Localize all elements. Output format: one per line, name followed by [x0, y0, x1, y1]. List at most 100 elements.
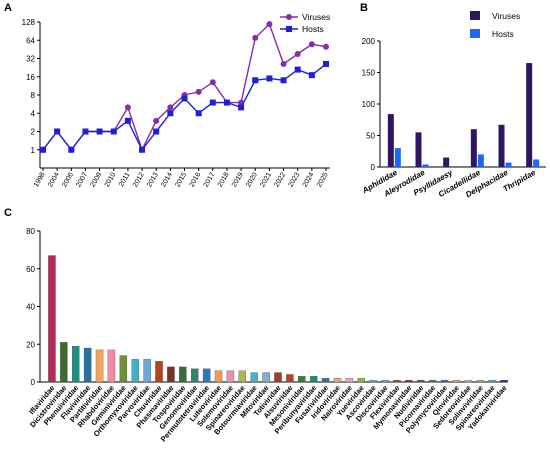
bar [48, 255, 56, 383]
bar [202, 368, 211, 383]
y-tick-label: 100 [362, 100, 376, 109]
bar [476, 379, 484, 383]
bar [131, 359, 139, 383]
point-hosts [209, 99, 216, 106]
bar [488, 379, 496, 383]
point-hosts [266, 75, 273, 82]
x-tick-label: 1998 [33, 171, 47, 188]
point-hosts [110, 128, 117, 135]
point-hosts [82, 128, 89, 135]
bar-hosts [533, 159, 540, 167]
x-tick-label: 2024 [302, 171, 316, 188]
bar [405, 379, 413, 383]
x-tick-label: 2017 [203, 171, 217, 188]
bar [452, 379, 461, 383]
point-viruses [195, 88, 202, 95]
x-tick-label: 2025 [316, 171, 330, 188]
bar [238, 370, 247, 383]
legend-label: Hosts [302, 24, 324, 34]
point-hosts [167, 110, 174, 117]
bar-chart-virus-families: 020406080IflaviridaeDicistroviridaePhenu… [26, 227, 508, 444]
panel-a: A 1 2 4 8 16 32 64 128 1998 2004 2006 2007 2009 2010 2… [0, 0, 355, 205]
point-hosts [294, 66, 301, 73]
point-hosts [238, 104, 245, 111]
y-tick-label: 80 [26, 227, 35, 236]
point-hosts [124, 117, 131, 124]
legend-label: Hosts [492, 29, 514, 39]
x-tick-label: 2009 [89, 171, 103, 188]
point-viruses [323, 43, 329, 50]
y-tick-label: 64 [26, 36, 35, 45]
bar [357, 378, 366, 383]
y-tick-label: 20 [26, 340, 35, 349]
bar [143, 359, 151, 383]
panel-b-letter: B [360, 2, 368, 14]
bar [345, 378, 354, 383]
x-tick-label: 2016 [189, 171, 203, 188]
x-tick-label: 2012 [132, 171, 146, 188]
panel-c: C 0 20 40 60 80 Iflaviridae Dicistroviridae Phe… [0, 205, 550, 445]
bar-viruses [526, 63, 533, 167]
bar [417, 379, 425, 383]
y-tick-label: 40 [26, 303, 35, 312]
x-tick-label: 2022 [273, 171, 287, 188]
y-tick-label: 2 [31, 128, 36, 137]
bar [167, 366, 175, 383]
bar-viruses [387, 114, 394, 167]
bar [107, 349, 116, 383]
y-tick-label: 1 [31, 146, 36, 155]
point-viruses [153, 117, 160, 124]
point-hosts [54, 128, 61, 135]
bar-viruses [415, 132, 422, 167]
x-tick-label: 2010 [104, 171, 118, 188]
panel-c-letter: C [4, 207, 12, 219]
bar [60, 342, 68, 383]
bar [500, 379, 508, 383]
bar [83, 347, 92, 383]
bar [464, 379, 473, 383]
point-viruses [266, 21, 273, 28]
point-hosts [280, 77, 287, 84]
bar [286, 374, 294, 383]
bar-viruses [470, 129, 477, 167]
point-hosts [153, 128, 160, 135]
bar [333, 378, 342, 383]
bar [321, 378, 330, 383]
panel-a-letter: A [4, 2, 12, 14]
bar [274, 372, 282, 383]
x-tick-label: 2023 [288, 171, 302, 188]
y-tick-label: 150 [362, 69, 376, 78]
legend-marker [286, 26, 292, 32]
legend-swatch [470, 29, 480, 38]
bar-hosts [477, 154, 484, 167]
x-tick-label: 2011 [118, 171, 132, 188]
bar-viruses [498, 124, 505, 167]
bar-viruses [443, 157, 450, 167]
point-hosts [181, 95, 188, 102]
legend-label: Viruses [492, 11, 520, 21]
y-tick-label: 60 [26, 265, 35, 274]
bar-hosts [394, 148, 401, 167]
bar-hosts [422, 164, 429, 167]
legend-swatch [470, 11, 480, 20]
bar [119, 355, 128, 383]
x-tick-label: 2021 [259, 171, 273, 188]
bar [155, 361, 163, 383]
bar [309, 376, 318, 383]
point-hosts [139, 146, 146, 153]
x-tick-label: 2004 [47, 171, 61, 188]
point-viruses [294, 50, 301, 57]
legend-marker [286, 14, 292, 20]
y-tick-label: 50 [366, 132, 375, 141]
y-tick-label: 8 [31, 91, 36, 100]
point-viruses [167, 104, 174, 111]
point-hosts [223, 99, 230, 106]
point-hosts [308, 72, 315, 79]
point-viruses [209, 79, 216, 86]
y-tick-label: 4 [31, 109, 36, 118]
y-tick-label: 128 [22, 18, 36, 27]
point-viruses [124, 104, 131, 111]
bar-chart-families: 050100150200AphididaeAleyrodidaePsyllida… [360, 11, 546, 199]
y-tick-label: 0 [31, 378, 36, 387]
